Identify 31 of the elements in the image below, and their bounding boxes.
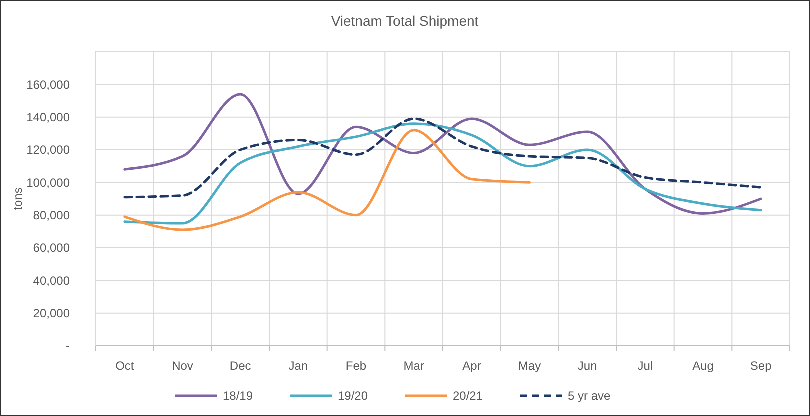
legend-label: 20/21 [453, 389, 484, 404]
x-tick-label: Feb [346, 359, 367, 373]
line-series [124, 129, 531, 232]
line-series [124, 118, 762, 199]
legend-label: 19/20 [338, 389, 368, 404]
x-tick-label: Sep [750, 359, 772, 373]
x-tick-label: Apr [462, 359, 482, 373]
legend-label: 18/19 [223, 389, 254, 404]
x-tick-label: Oct [116, 359, 135, 373]
y-tick-label: 100,000 [26, 176, 70, 190]
y-tick-label: - [66, 339, 70, 354]
y-tick-label: 80,000 [33, 208, 70, 223]
line-series [124, 122, 762, 225]
x-tick-label: Jan [288, 359, 308, 373]
x-tick-label: May [518, 359, 542, 373]
y-tick-label: 60,000 [33, 241, 70, 256]
legend-label: 5 yr ave [568, 389, 612, 404]
x-tick-label: Dec [230, 359, 252, 373]
y-tick-label: 160,000 [26, 78, 70, 92]
y-tick-label: 120,000 [26, 143, 70, 158]
y-tick-label: 140,000 [26, 110, 70, 125]
y-tick-label: 20,000 [33, 306, 70, 321]
x-tick-label: Nov [172, 359, 194, 373]
y-axis-title: tons [11, 188, 25, 210]
x-tick-label: Jun [578, 359, 598, 373]
line-series [124, 93, 762, 215]
x-tick-label: Aug [692, 359, 714, 373]
y-tick-label: 40,000 [33, 274, 70, 288]
chart-title: Vietnam Total Shipment [331, 13, 479, 29]
x-tick-label: Jul [638, 359, 654, 373]
x-tick-label: Mar [404, 359, 424, 373]
